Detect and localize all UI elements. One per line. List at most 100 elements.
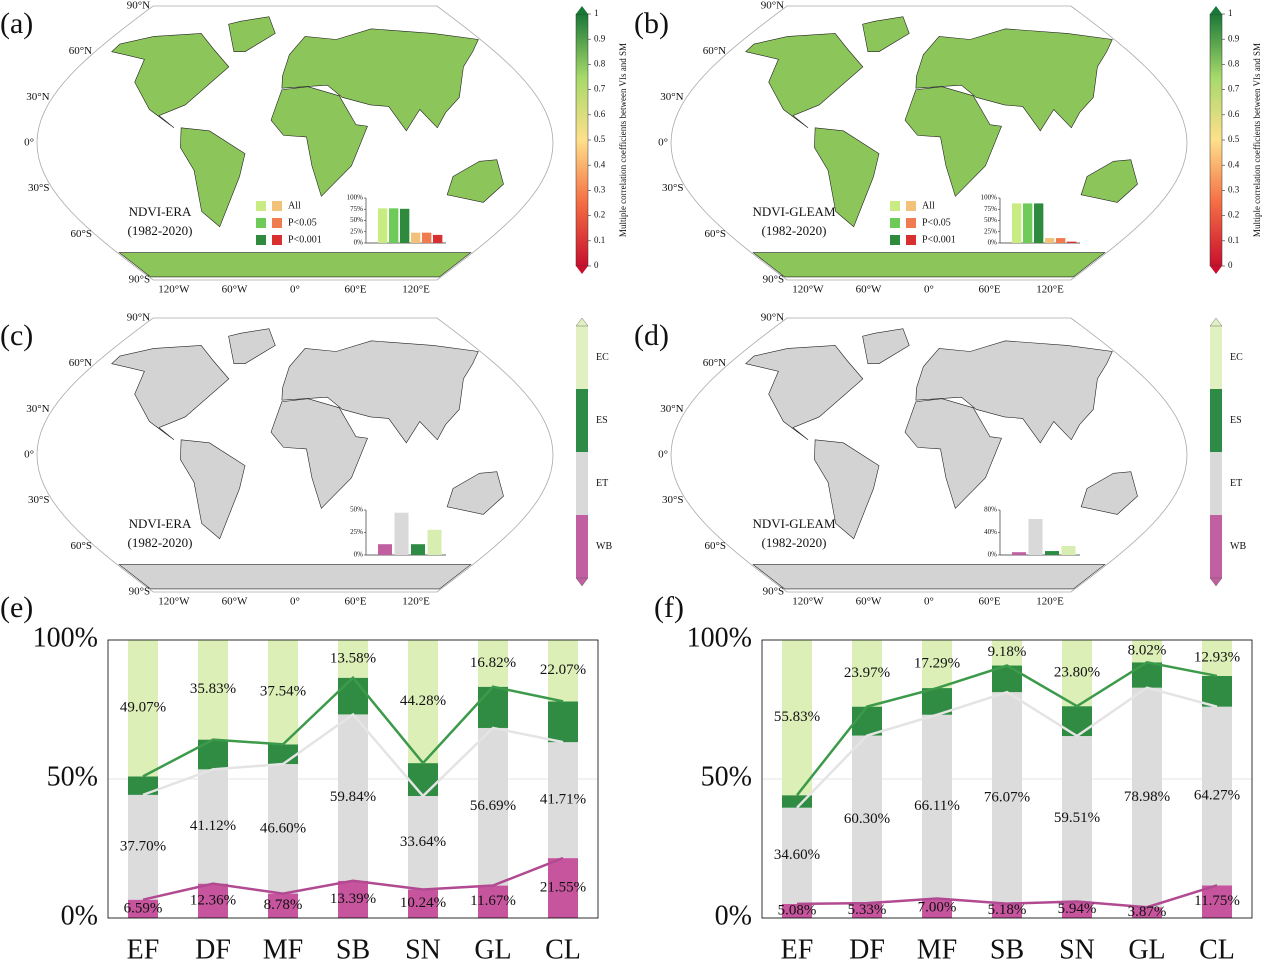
- lat-label: 30°S: [662, 182, 684, 194]
- inset-tick-label: 75%: [350, 205, 363, 213]
- colorbar-end: [576, 6, 588, 14]
- colorbar-segment: [1210, 326, 1222, 389]
- lat-label: 0°: [658, 137, 668, 149]
- colorbar-tick-label: 0.1: [1228, 235, 1239, 245]
- lat-label: 90°S: [129, 586, 151, 598]
- inset-tick-label: 0%: [988, 551, 998, 559]
- bar-segment: [992, 903, 1022, 918]
- colorbar-tick-label: 0.2: [1228, 210, 1239, 220]
- land: [270, 86, 368, 197]
- value-label: 9.18%: [988, 644, 1027, 660]
- bar-segment: [478, 727, 508, 886]
- land: [745, 345, 864, 441]
- lon-label: 0°: [924, 596, 934, 608]
- colorbar-tick-label: 0.6: [1228, 109, 1240, 119]
- colorbar-segment: [1210, 452, 1222, 515]
- legend-swatch: [890, 201, 900, 211]
- colorbar-segment: [576, 452, 588, 515]
- x-tick-label: CL: [545, 934, 581, 965]
- inset-tick-label: 100%: [981, 194, 998, 202]
- lat-label: 90°S: [763, 274, 785, 286]
- value-label: 44.28%: [400, 693, 446, 709]
- value-label: 5.94%: [1058, 901, 1097, 917]
- land: [118, 564, 472, 590]
- colorbar-tick-label: 0.9: [594, 33, 606, 43]
- bar-segment: [1202, 640, 1232, 676]
- value-label: 78.98%: [1124, 789, 1170, 805]
- panel-label: (a): [0, 7, 33, 40]
- inset-bar: [422, 232, 432, 243]
- bar-segment: [852, 735, 882, 904]
- land: [281, 28, 479, 132]
- inset-tick-label: 50%: [350, 216, 363, 224]
- x-tick-label: EF: [781, 934, 814, 965]
- lon-label: 120°W: [792, 284, 824, 296]
- bar-segment: [268, 893, 298, 918]
- bar-segment: [992, 640, 1022, 666]
- value-label: 76.07%: [984, 789, 1030, 805]
- land: [862, 328, 910, 364]
- value-label: 23.97%: [844, 665, 890, 681]
- x-tick-label: CL: [1199, 934, 1235, 965]
- value-label: 56.69%: [470, 798, 516, 814]
- colorbar-end: [1209, 317, 1223, 327]
- value-label: 37.54%: [260, 684, 306, 700]
- inset-bar: [389, 208, 399, 243]
- plot-frame: [761, 639, 1253, 919]
- inset-tick-label: 25%: [350, 528, 363, 536]
- land: [111, 345, 230, 441]
- inset-tick-label: 25%: [984, 227, 997, 235]
- lat-label: 90°N: [761, 312, 784, 324]
- lat-label: 30°N: [26, 91, 49, 103]
- colorbar-tick-label: 0.9: [1228, 33, 1240, 43]
- value-label: 64.27%: [1194, 787, 1240, 803]
- value-label: 55.83%: [774, 709, 820, 725]
- bar-segment: [782, 640, 812, 796]
- legend-swatch: [906, 201, 916, 211]
- bar-segment: [338, 640, 368, 678]
- land: [814, 127, 880, 228]
- bar-segment: [852, 640, 882, 707]
- map-subtitle: (1982-2020): [128, 535, 193, 550]
- bar-segment: [1062, 736, 1092, 902]
- bar-segment: [1202, 885, 1232, 918]
- x-tick-label: SB: [336, 934, 370, 965]
- x-tick-label: SN: [405, 934, 441, 965]
- colorbar-segment: [576, 326, 588, 389]
- inset-tick-label: 0%: [354, 551, 364, 559]
- inset-bar: [1056, 238, 1066, 243]
- lon-label: 0°: [924, 284, 934, 296]
- inset-bar: [427, 529, 442, 555]
- bar-segment: [782, 807, 812, 904]
- colorbar-end: [1209, 577, 1223, 587]
- inset-tick-label: 40%: [984, 528, 997, 536]
- inset-bar: [1045, 238, 1055, 243]
- value-label: 23.80%: [1054, 665, 1100, 681]
- bar-segment: [338, 714, 368, 881]
- bar-segment: [1062, 640, 1092, 707]
- legend-swatch: [906, 235, 916, 245]
- bar-segment: [922, 898, 952, 918]
- legend-swatch: [890, 218, 900, 228]
- land: [228, 16, 276, 52]
- inset-bar: [1023, 203, 1033, 243]
- value-label: 66.11%: [914, 798, 960, 814]
- map-subtitle: (1982-2020): [762, 535, 827, 550]
- stack-line: [796, 660, 1218, 796]
- lat-label: 60°S: [71, 228, 93, 240]
- lat-label: 0°: [658, 449, 668, 461]
- legend-label: P<0.05: [922, 217, 951, 228]
- value-label: 13.58%: [330, 650, 376, 666]
- lat-label: 60°S: [71, 540, 93, 552]
- stack-line: [796, 686, 1218, 809]
- bar-segment: [268, 640, 298, 745]
- inset-bar: [400, 208, 410, 243]
- value-label: 17.29%: [914, 655, 960, 671]
- lat-label: 60°N: [703, 45, 726, 57]
- colorbar-category: EC: [1230, 352, 1243, 363]
- land: [904, 86, 1002, 197]
- legend-swatch: [906, 218, 916, 228]
- inset-bar: [433, 234, 443, 243]
- colorbar-tick-label: 0.1: [594, 235, 605, 245]
